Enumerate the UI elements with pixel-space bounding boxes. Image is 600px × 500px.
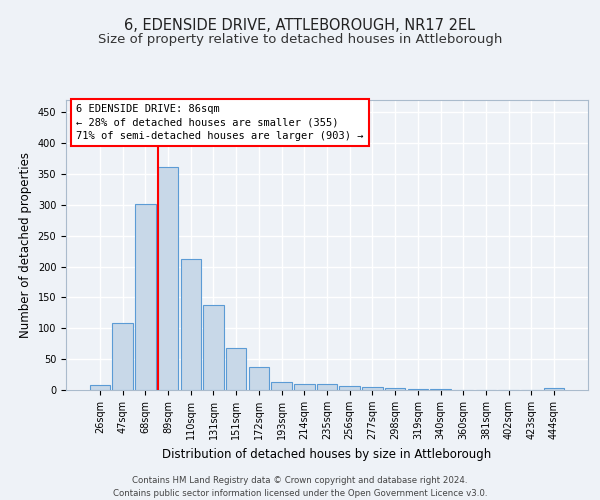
Bar xyxy=(248,366,269,390)
Bar xyxy=(385,388,406,390)
Bar xyxy=(294,384,314,390)
X-axis label: Distribution of detached houses by size in Attleborough: Distribution of detached houses by size … xyxy=(163,448,491,460)
Bar xyxy=(362,387,383,390)
Bar xyxy=(340,386,360,390)
Y-axis label: Number of detached properties: Number of detached properties xyxy=(19,152,32,338)
Bar xyxy=(203,306,224,390)
Text: 6 EDENSIDE DRIVE: 86sqm
← 28% of detached houses are smaller (355)
71% of semi-d: 6 EDENSIDE DRIVE: 86sqm ← 28% of detache… xyxy=(76,104,364,141)
Text: Contains HM Land Registry data © Crown copyright and database right 2024.
Contai: Contains HM Land Registry data © Crown c… xyxy=(113,476,487,498)
Bar xyxy=(135,204,155,390)
Text: Size of property relative to detached houses in Attleborough: Size of property relative to detached ho… xyxy=(98,32,502,46)
Bar xyxy=(158,166,178,390)
Text: 6, EDENSIDE DRIVE, ATTLEBOROUGH, NR17 2EL: 6, EDENSIDE DRIVE, ATTLEBOROUGH, NR17 2E… xyxy=(124,18,476,32)
Bar xyxy=(226,348,247,390)
Bar xyxy=(181,258,201,390)
Bar xyxy=(407,389,428,390)
Bar xyxy=(90,385,110,390)
Bar xyxy=(544,388,564,390)
Bar xyxy=(271,382,292,390)
Bar xyxy=(317,384,337,390)
Bar xyxy=(112,324,133,390)
